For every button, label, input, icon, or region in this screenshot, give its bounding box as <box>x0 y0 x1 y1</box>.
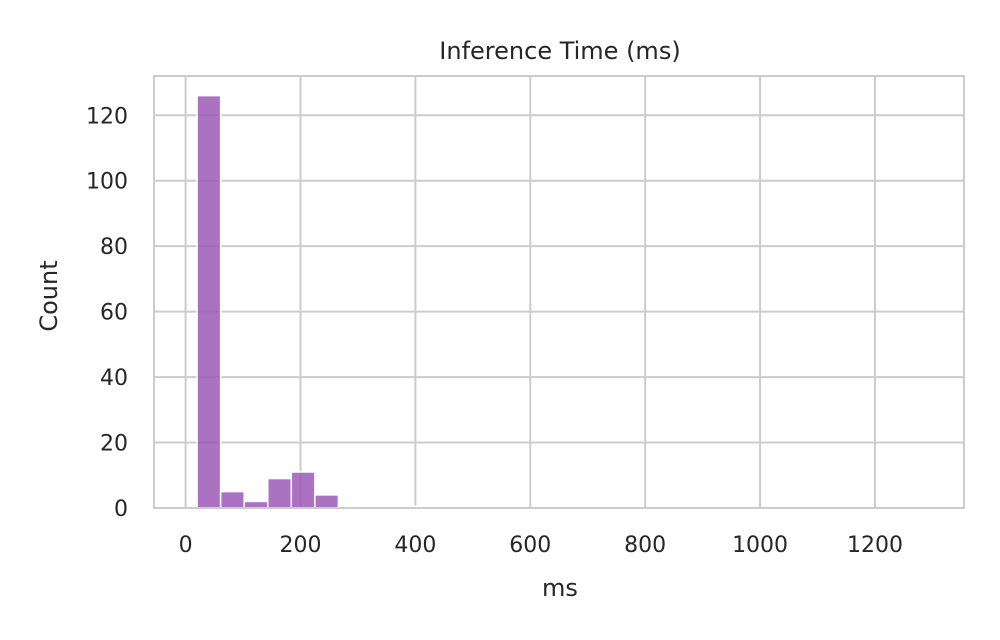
x-tick-label: 1200 <box>847 533 903 558</box>
plot-frame <box>153 75 965 509</box>
histogram-bar <box>266 477 293 509</box>
x-tick-label: 600 <box>509 533 551 558</box>
histogram-bar <box>219 490 245 509</box>
histogram-bars <box>196 94 928 509</box>
y-tick-label: 0 <box>114 497 128 522</box>
x-tick-labels: 0 200 400 600 800 1000 1200 <box>179 533 903 558</box>
chart-title: Inference Time (ms) <box>439 37 680 65</box>
histogram-bar <box>196 94 222 509</box>
y-tick-labels: 0 20 40 60 80 100 120 <box>86 104 128 522</box>
y-tick-label: 40 <box>100 366 128 391</box>
histogram-bar <box>290 471 316 509</box>
x-tick-label: 400 <box>394 533 436 558</box>
histogram-bar <box>314 494 340 509</box>
y-tick-label: 60 <box>100 301 128 326</box>
y-axis-label: Count <box>35 260 63 331</box>
x-tick-label: 1000 <box>732 533 788 558</box>
x-tick-label: 0 <box>179 533 193 558</box>
x-axis-label: ms <box>542 574 578 602</box>
y-tick-label: 80 <box>100 235 128 260</box>
y-tick-label: 100 <box>86 170 128 195</box>
x-tick-label: 800 <box>624 533 666 558</box>
y-tick-label: 120 <box>86 104 128 129</box>
x-tick-label: 200 <box>279 533 321 558</box>
y-tick-label: 20 <box>100 432 128 457</box>
grid-lines <box>154 76 964 509</box>
